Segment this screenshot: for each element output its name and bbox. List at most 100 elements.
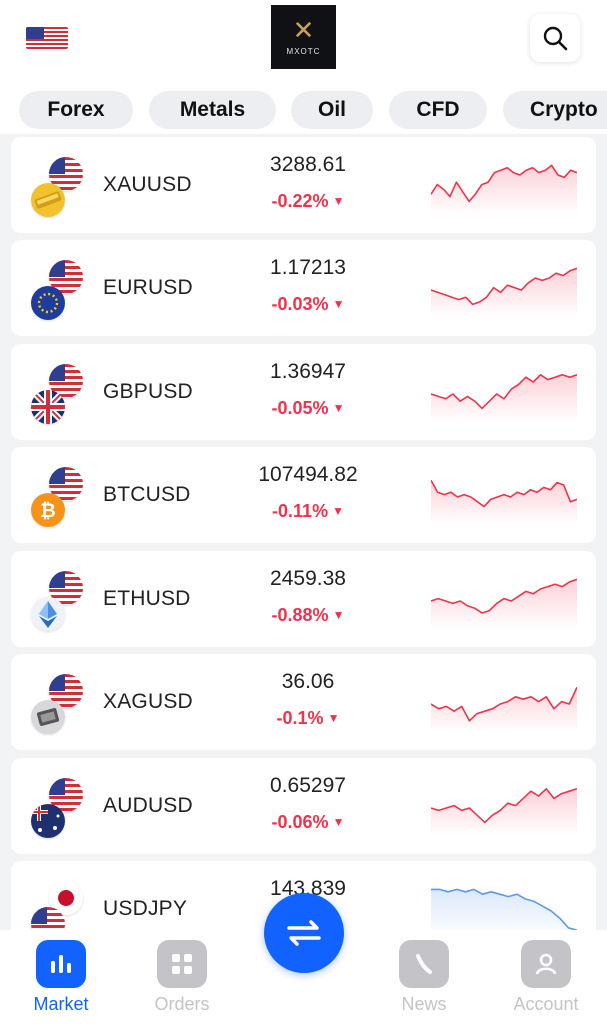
silver-icon — [31, 700, 65, 734]
language-flag-us-icon[interactable] — [26, 27, 68, 49]
sparkline-area — [431, 165, 577, 215]
sparkline-line — [431, 479, 577, 508]
market-row-xauusd[interactable]: XAUUSD 3288.61 -0.22% ▼ — [11, 137, 596, 233]
sparkline-area — [431, 374, 577, 422]
pair-icons — [31, 881, 91, 930]
market-row-ethusd[interactable]: ETHUSD 2459.38 -0.88% ▼ — [11, 551, 596, 647]
down-triangle-icon: ▼ — [332, 194, 345, 208]
sparkline-line — [431, 788, 577, 824]
bitcoin-icon: ₿ — [31, 493, 65, 527]
price: 143.839 — [270, 877, 346, 900]
market-row-gbpusd[interactable]: GBPUSD 1.36947 -0.05% ▼ — [11, 344, 596, 440]
price: 2459.38 — [270, 567, 346, 590]
market-row-xagusd[interactable]: XAGUSD 36.06 -0.1% ▼ — [11, 654, 596, 750]
sparkline-line — [431, 267, 577, 306]
us-flag-icon — [31, 907, 65, 930]
pair-icons — [31, 778, 91, 842]
price: 3288.61 — [270, 153, 346, 176]
bottom-tab-bar: Market Orders News Account — [0, 930, 607, 1024]
pair-icons — [31, 157, 91, 221]
price: 1.17213 — [270, 256, 346, 279]
sparkline-line — [431, 578, 577, 614]
sparkline — [431, 578, 577, 629]
nav-orders[interactable]: Orders — [142, 940, 222, 1015]
market-list: XAUUSD 3288.61 -0.22% ▼ EURUSD 1.17213 -0… — [0, 134, 607, 930]
us-flag-icon — [49, 467, 83, 501]
svg-text:₿: ₿ — [40, 500, 55, 522]
search-button[interactable] — [530, 14, 580, 62]
tab-crypto[interactable]: Crypto — [503, 91, 607, 129]
ethereum-icon — [31, 597, 65, 631]
sparkline-line — [431, 374, 577, 410]
price: 0.65297 — [270, 774, 346, 797]
price: 1.36947 — [270, 360, 346, 383]
change-percent: -0.05% ▼ — [271, 398, 345, 418]
sparkline-area — [431, 889, 577, 930]
symbol: USDJPY — [103, 897, 188, 920]
symbol: XAGUSD — [103, 690, 193, 713]
change-percent: -0.03% ▼ — [271, 294, 345, 314]
account-person-icon — [521, 940, 571, 988]
sparkline-area — [431, 788, 577, 836]
down-triangle-icon: ▼ — [327, 711, 340, 725]
orders-grid-icon — [157, 940, 207, 988]
sparkline-area — [431, 268, 577, 318]
symbol: AUDUSD — [103, 794, 193, 817]
pair-icons — [31, 260, 91, 324]
sparkline — [431, 686, 577, 732]
au-flag-icon — [31, 804, 65, 838]
news-icon — [399, 940, 449, 988]
us-flag-icon — [49, 571, 83, 605]
price: 107494.82 — [258, 463, 358, 486]
change-percent: -0.22% ▼ — [271, 191, 345, 211]
market-row-eurusd[interactable]: EURUSD 1.17213 -0.03% ▼ — [11, 240, 596, 336]
tab-metals[interactable]: Metals — [149, 91, 276, 129]
down-triangle-icon: ▼ — [332, 504, 344, 518]
gold-icon — [31, 183, 65, 217]
top-bar: ✕ MXOTC — [0, 0, 607, 84]
tab-forex[interactable]: Forex — [19, 91, 133, 129]
down-triangle-icon: ▼ — [332, 297, 345, 311]
down-triangle-icon: ▼ — [332, 815, 345, 829]
symbol: BTCUSD — [103, 483, 191, 506]
nav-market[interactable]: Market — [21, 940, 101, 1015]
symbol: GBPUSD — [103, 380, 193, 403]
sparkline — [431, 164, 577, 215]
nav-label: Orders — [154, 994, 210, 1014]
pair-icons — [31, 364, 91, 428]
sparkline — [431, 479, 577, 525]
tab-cfd[interactable]: CFD — [389, 91, 487, 129]
trade-swap-button[interactable] — [264, 893, 344, 973]
pair-icons: ₿ — [31, 467, 91, 531]
nav-news[interactable]: News — [384, 940, 464, 1015]
sparkline — [431, 888, 577, 930]
sparkline-area — [431, 480, 577, 525]
sparkline — [431, 788, 577, 836]
sparkline-line — [431, 686, 577, 722]
sparkline-area — [431, 579, 577, 629]
symbol: ETHUSD — [103, 587, 191, 610]
change-percent: -0.11% ▼ — [272, 501, 344, 521]
price: 36.06 — [281, 670, 335, 693]
symbol: EURUSD — [103, 276, 193, 299]
down-triangle-icon: ▼ — [332, 401, 345, 415]
market-chart-icon — [36, 940, 86, 988]
change-percent: -0.1% ▼ — [276, 708, 340, 728]
pair-icons — [31, 571, 91, 635]
nav-label: News — [401, 994, 447, 1014]
change-percent: -0.06% ▼ — [271, 812, 345, 832]
uk-flag-icon — [31, 390, 65, 424]
logo-mark-icon: ✕ — [292, 15, 315, 46]
nav-label: Account — [513, 994, 579, 1014]
market-row-btcusd[interactable]: ₿ BTCUSD 107494.82 -0.11% ▼ — [11, 447, 596, 543]
category-tabs: Forex Metals Oil CFD Crypto — [0, 84, 607, 134]
market-row-audusd[interactable]: AUDUSD 0.65297 -0.06% ▼ — [11, 758, 596, 854]
eu-flag-icon — [31, 286, 65, 320]
sparkline — [431, 374, 577, 422]
sparkline-line — [431, 164, 577, 203]
swap-arrows-icon — [287, 920, 321, 946]
nav-account[interactable]: Account — [506, 940, 586, 1015]
pair-icons — [31, 674, 91, 738]
down-triangle-icon: ▼ — [332, 608, 345, 622]
tab-oil[interactable]: Oil — [291, 91, 373, 129]
